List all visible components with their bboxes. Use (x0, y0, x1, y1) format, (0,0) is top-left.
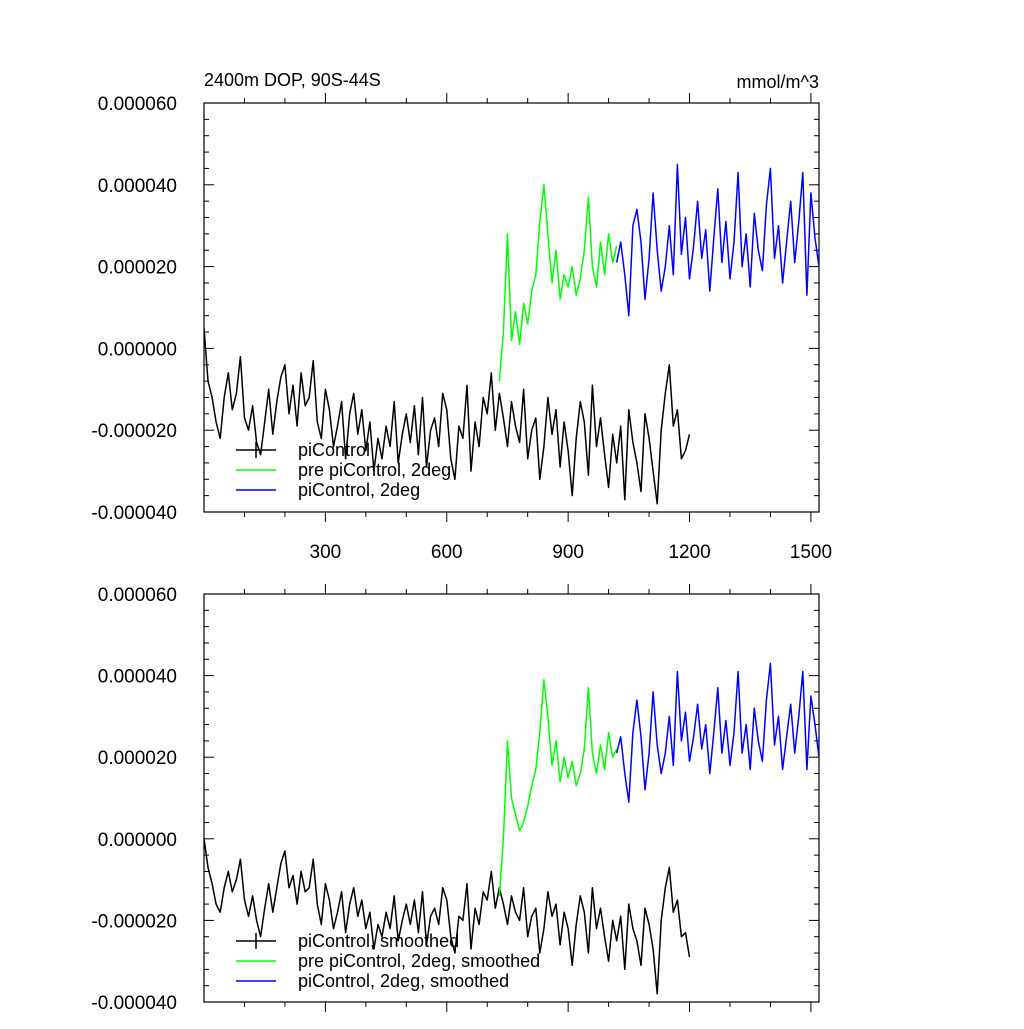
y-tick-label: 0.000020 (98, 258, 177, 279)
series-line-pre-picontrol-2deg (498, 184, 618, 382)
plot-frame (203, 593, 820, 1003)
panel-top: -0.000040 -0.000020 0.000000 0.000020 0.0000… (91, 70, 832, 563)
chart-title: 2400m DOP, 90S-44S (204, 70, 381, 90)
units-label: mmol/m^3 (737, 72, 819, 92)
y-tick-label: -0.000040 (91, 993, 177, 1014)
y-tick-label: 0.000060 (98, 94, 177, 115)
x-tick-label: 300 (310, 542, 342, 563)
y-tick-label: -0.000040 (91, 503, 177, 524)
series-line-picontrol (204, 327, 691, 505)
y-tick-label: -0.000020 (91, 421, 177, 442)
y-tick-label: 0.000040 (98, 176, 177, 197)
series-line-picontrol-2deg-smoothed (615, 662, 819, 803)
series-line-picontrol-smoothed (204, 838, 691, 995)
y-tick-label: 0.000000 (98, 830, 177, 851)
legend-label: pre piControl, 2deg (298, 460, 451, 480)
x-tick-label: 900 (552, 542, 584, 563)
y-tick-label: 0.000020 (98, 748, 177, 769)
legend-label: piControl, 2deg, smoothed (298, 971, 509, 991)
series-line-pre-picontrol-2deg-smoothed (498, 678, 618, 896)
legend-label: piControl, smoothed (298, 931, 459, 951)
legend-label: piControl, 2deg (298, 480, 420, 500)
legend-label: pre piControl, 2deg, smoothed (298, 951, 540, 971)
y-tick-label: -0.000020 (91, 911, 177, 932)
y-tick-label: 0.000060 (98, 585, 177, 606)
panel-bottom: -0.000040 -0.000020 0.000000 0.000020 0.0000… (91, 584, 820, 1014)
plot-frame (203, 102, 820, 513)
x-tick-label: 1500 (790, 542, 832, 563)
x-tick-label: 1200 (668, 542, 710, 563)
y-tick-label: 0.000040 (98, 667, 177, 688)
legend-label: piControl (298, 440, 370, 460)
series-line-picontrol-2deg (615, 163, 819, 317)
y-tick-label: 0.000000 (98, 339, 177, 360)
x-tick-label: 600 (431, 542, 463, 563)
